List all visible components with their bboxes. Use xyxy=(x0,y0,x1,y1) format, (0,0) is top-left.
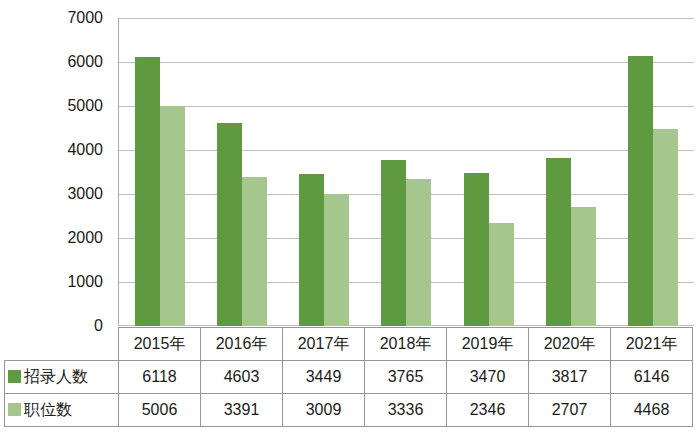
series-label-cell: 职位数 xyxy=(5,394,119,427)
year-header-cell: 2019年 xyxy=(447,328,529,361)
bar-group xyxy=(448,18,530,326)
value-cell: 3336 xyxy=(365,394,447,427)
value-cell: 3817 xyxy=(529,361,611,394)
value-cell: 4468 xyxy=(611,394,693,427)
y-axis-label: 5000 xyxy=(0,96,103,116)
bar-position-count xyxy=(160,106,185,326)
series-name-label: 职位数 xyxy=(24,401,72,418)
year-header-cell: 2018年 xyxy=(365,328,447,361)
bar-group xyxy=(201,18,283,326)
y-axis-labels: 70006000500040003000200010000 xyxy=(0,18,103,326)
data-table: 2015年2016年2017年2018年2019年2020年2021年 招录人数… xyxy=(4,327,693,427)
value-cell: 6118 xyxy=(119,361,201,394)
value-cell: 3009 xyxy=(283,394,365,427)
bar-position-count xyxy=(571,207,596,326)
bar-recruit-count xyxy=(381,160,406,326)
year-header-cell: 2016年 xyxy=(201,328,283,361)
y-axis-label: 2000 xyxy=(0,228,103,248)
value-cell: 3449 xyxy=(283,361,365,394)
value-cell: 3765 xyxy=(365,361,447,394)
table-body: 招录人数6118460334493765347038176146职位数50063… xyxy=(5,361,693,427)
year-header-cell: 2017年 xyxy=(283,328,365,361)
y-axis-label: 7000 xyxy=(0,8,103,28)
year-header-cell: 2021年 xyxy=(611,328,693,361)
bar-position-count xyxy=(324,194,349,326)
series-name-label: 招录人数 xyxy=(24,368,88,385)
bar-recruit-count xyxy=(217,123,242,326)
year-header-cell: 2015年 xyxy=(119,328,201,361)
table-series-row: 职位数 5006339130093336234627074468 xyxy=(5,394,693,427)
table-series-row: 招录人数 6118460334493765347038176146 xyxy=(5,361,693,394)
bar-position-count xyxy=(489,223,514,326)
value-cell: 2707 xyxy=(529,394,611,427)
bar-recruit-count xyxy=(546,158,571,326)
bar-recruit-count xyxy=(299,174,324,326)
bar-group xyxy=(119,18,201,326)
value-cell: 6146 xyxy=(611,361,693,394)
bar-position-count xyxy=(242,177,267,326)
bar-group xyxy=(365,18,447,326)
bar-position-count xyxy=(406,179,431,326)
plot-area xyxy=(118,18,694,326)
value-cell: 3391 xyxy=(201,394,283,427)
y-axis-label: 3000 xyxy=(0,184,103,204)
bar-group xyxy=(283,18,365,326)
y-axis-label: 1000 xyxy=(0,272,103,292)
series-label-cell: 招录人数 xyxy=(5,361,119,394)
bars xyxy=(119,18,694,326)
value-cell: 5006 xyxy=(119,394,201,427)
legend-color-swatch xyxy=(8,403,21,416)
bar-group xyxy=(612,18,694,326)
bar-recruit-count xyxy=(628,56,653,326)
bar-recruit-count xyxy=(135,57,160,326)
year-header-cell: 2020年 xyxy=(529,328,611,361)
bar-position-count xyxy=(653,129,678,326)
bar-recruit-count xyxy=(464,173,489,326)
chart-canvas: 70006000500040003000200010000 2015年2016年… xyxy=(0,0,698,438)
value-cell: 2346 xyxy=(447,394,529,427)
y-axis-label: 4000 xyxy=(0,140,103,160)
table-corner-cell xyxy=(5,328,119,361)
table-header-row: 2015年2016年2017年2018年2019年2020年2021年 xyxy=(5,328,693,361)
legend-color-swatch xyxy=(8,370,21,383)
bar-group xyxy=(530,18,612,326)
value-cell: 4603 xyxy=(201,361,283,394)
y-axis-label: 6000 xyxy=(0,52,103,72)
value-cell: 3470 xyxy=(447,361,529,394)
